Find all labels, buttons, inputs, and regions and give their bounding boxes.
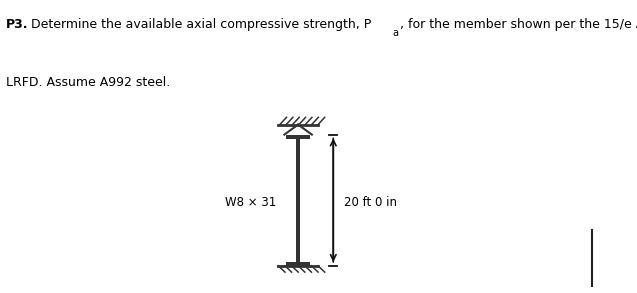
Text: W8 × 31: W8 × 31 bbox=[225, 196, 276, 209]
Bar bbox=[286, 262, 310, 266]
Bar bbox=[286, 134, 310, 139]
Text: Determine the available axial compressive strength, P: Determine the available axial compressiv… bbox=[31, 18, 371, 30]
Bar bbox=[296, 139, 300, 262]
Text: LRFD. Assume A992 steel.: LRFD. Assume A992 steel. bbox=[6, 76, 171, 89]
Text: a: a bbox=[392, 28, 398, 38]
Text: , for the member shown per the 15/e AISC: , for the member shown per the 15/e AISC bbox=[399, 18, 637, 30]
Text: 20 ft 0 in: 20 ft 0 in bbox=[344, 196, 397, 209]
Text: P3.: P3. bbox=[6, 18, 29, 30]
